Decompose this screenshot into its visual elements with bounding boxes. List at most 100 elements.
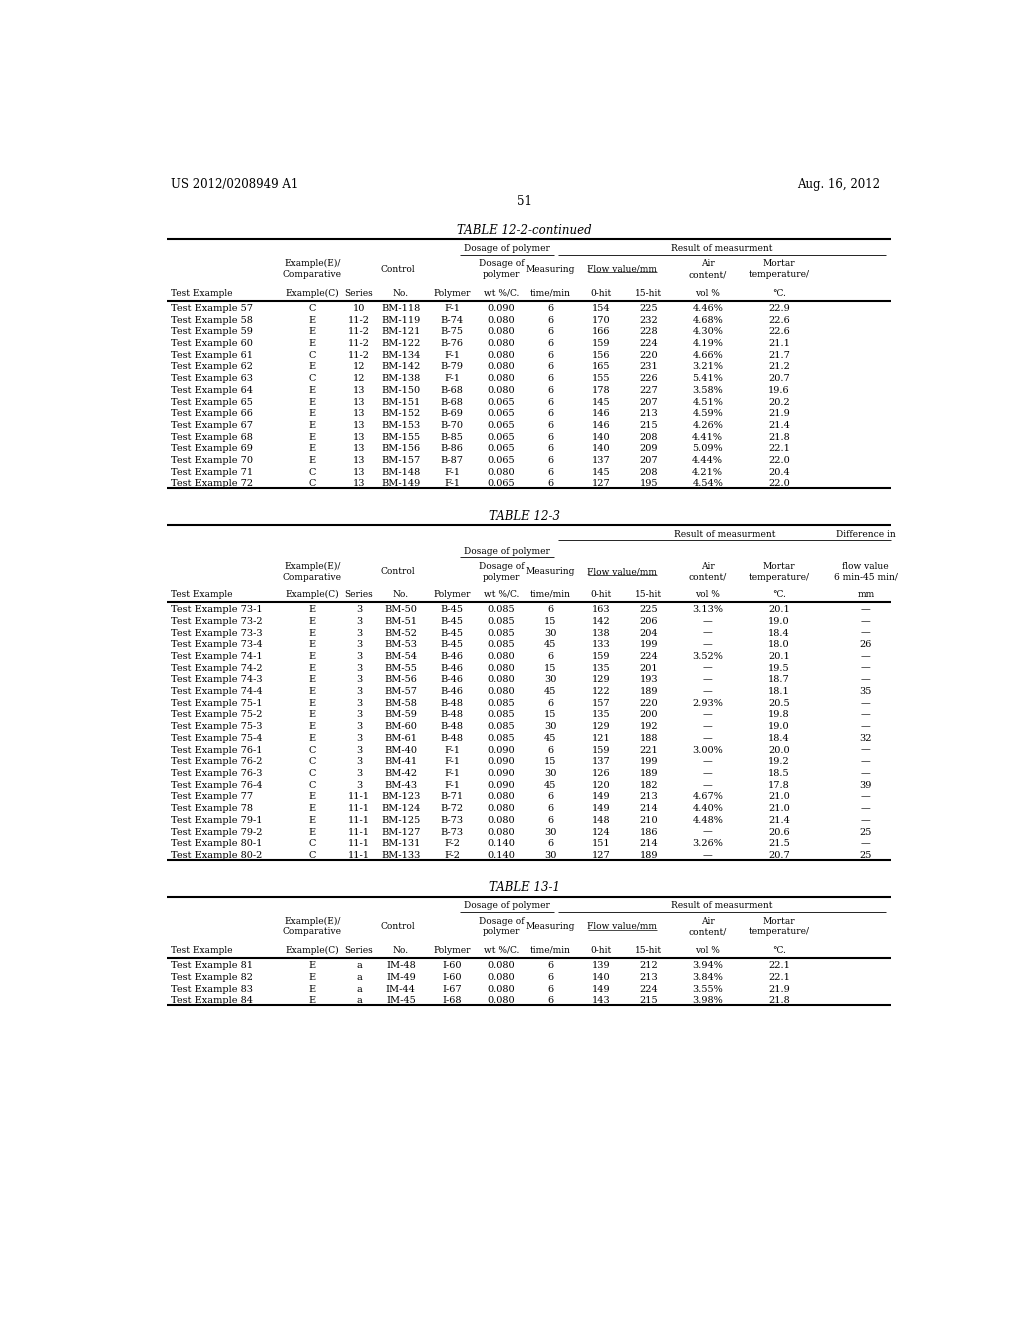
Text: BM-40: BM-40 [384, 746, 418, 755]
Text: Test Example 80-2: Test Example 80-2 [171, 851, 262, 859]
Text: BM-123: BM-123 [381, 792, 421, 801]
Text: Measuring: Measuring [525, 264, 575, 273]
Text: Series: Series [344, 590, 374, 599]
Text: E: E [309, 385, 316, 395]
Text: Mortar: Mortar [763, 259, 796, 268]
Text: Dosage of polymer: Dosage of polymer [464, 244, 550, 253]
Text: —: — [702, 758, 713, 767]
Text: 210: 210 [639, 816, 658, 825]
Text: —: — [702, 676, 713, 684]
Text: 0.065: 0.065 [487, 445, 515, 453]
Text: B-73: B-73 [440, 828, 464, 837]
Text: 133: 133 [592, 640, 610, 649]
Text: Dosage of: Dosage of [479, 916, 524, 925]
Text: 224: 224 [639, 339, 658, 348]
Text: vol %: vol % [695, 590, 720, 599]
Text: Polymer: Polymer [433, 289, 471, 297]
Text: 206: 206 [640, 616, 658, 626]
Text: BM-150: BM-150 [381, 385, 421, 395]
Text: BM-54: BM-54 [384, 652, 418, 661]
Text: 3: 3 [355, 628, 362, 638]
Text: B-85: B-85 [440, 433, 464, 442]
Text: 6: 6 [547, 339, 553, 348]
Text: E: E [309, 816, 316, 825]
Text: E: E [309, 985, 316, 994]
Text: 0.065: 0.065 [487, 397, 515, 407]
Text: 3: 3 [355, 746, 362, 755]
Text: BM-151: BM-151 [381, 397, 421, 407]
Text: Test Example 81: Test Example 81 [171, 961, 253, 970]
Text: 18.7: 18.7 [768, 676, 790, 684]
Text: 21.9: 21.9 [768, 985, 790, 994]
Text: 6: 6 [547, 985, 553, 994]
Text: —: — [861, 816, 870, 825]
Text: a: a [356, 985, 361, 994]
Text: temperature/: temperature/ [749, 271, 810, 279]
Text: Test Example 82: Test Example 82 [171, 973, 253, 982]
Text: TABLE 13-1: TABLE 13-1 [489, 882, 560, 894]
Text: 18.4: 18.4 [768, 734, 790, 743]
Text: BM-42: BM-42 [384, 770, 418, 777]
Text: 0.080: 0.080 [487, 816, 515, 825]
Text: 20.6: 20.6 [768, 828, 790, 837]
Text: °C.: °C. [772, 289, 786, 297]
Text: 13: 13 [352, 433, 366, 442]
Text: 204: 204 [639, 628, 658, 638]
Text: 137: 137 [592, 758, 610, 767]
Text: 157: 157 [592, 698, 610, 708]
Text: 15-hit: 15-hit [635, 590, 663, 599]
Text: B-70: B-70 [440, 421, 464, 430]
Text: 19.6: 19.6 [768, 385, 790, 395]
Text: 0.080: 0.080 [487, 664, 515, 673]
Text: a: a [356, 973, 361, 982]
Text: BM-149: BM-149 [381, 479, 421, 488]
Text: 17.8: 17.8 [768, 780, 790, 789]
Text: Example(C): Example(C) [286, 590, 339, 599]
Text: C: C [309, 840, 316, 849]
Text: —: — [861, 698, 870, 708]
Text: 6: 6 [547, 457, 553, 465]
Text: 0.065: 0.065 [487, 457, 515, 465]
Text: Test Example 75-1: Test Example 75-1 [171, 698, 262, 708]
Text: 6: 6 [547, 997, 553, 1006]
Text: 120: 120 [592, 780, 610, 789]
Text: 19.8: 19.8 [768, 710, 790, 719]
Text: 3: 3 [355, 664, 362, 673]
Text: 3: 3 [355, 722, 362, 731]
Text: 13: 13 [352, 409, 366, 418]
Text: 11-1: 11-1 [348, 851, 370, 859]
Text: Air: Air [700, 259, 715, 268]
Text: BM-121: BM-121 [381, 327, 421, 337]
Text: 135: 135 [592, 664, 610, 673]
Text: 220: 220 [639, 351, 658, 360]
Text: 4.48%: 4.48% [692, 816, 723, 825]
Text: Mortar: Mortar [763, 916, 796, 925]
Text: 15-hit: 15-hit [635, 946, 663, 954]
Text: 22.6: 22.6 [768, 327, 790, 337]
Text: 18.5: 18.5 [768, 770, 790, 777]
Text: 6: 6 [547, 816, 553, 825]
Text: polymer: polymer [482, 573, 520, 582]
Text: Result of measurment: Result of measurment [672, 244, 773, 253]
Text: E: E [309, 698, 316, 708]
Text: Test Example 74-1: Test Example 74-1 [171, 652, 262, 661]
Text: 0.085: 0.085 [487, 628, 515, 638]
Text: 3.94%: 3.94% [692, 961, 723, 970]
Text: 45: 45 [544, 734, 557, 743]
Text: Dosage of: Dosage of [479, 562, 524, 572]
Text: E: E [309, 997, 316, 1006]
Text: F-2: F-2 [444, 840, 460, 849]
Text: 0.080: 0.080 [487, 467, 515, 477]
Text: E: E [309, 605, 316, 614]
Text: Test Example 79-1: Test Example 79-1 [171, 816, 262, 825]
Text: B-46: B-46 [440, 652, 464, 661]
Text: —: — [702, 710, 713, 719]
Text: Measuring: Measuring [525, 568, 575, 577]
Text: B-68: B-68 [440, 397, 464, 407]
Text: E: E [309, 722, 316, 731]
Text: —: — [702, 770, 713, 777]
Text: —: — [702, 688, 713, 696]
Text: 3: 3 [355, 698, 362, 708]
Text: —: — [861, 746, 870, 755]
Text: 4.41%: 4.41% [692, 433, 723, 442]
